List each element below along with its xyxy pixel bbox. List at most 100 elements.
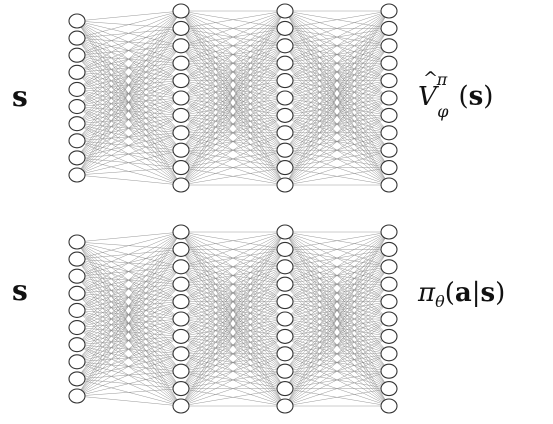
neuron-node [380, 311, 398, 327]
neuron-node [68, 354, 86, 370]
value-network-input-label: s [12, 80, 28, 113]
neuron-node [172, 381, 190, 397]
neuron-node [172, 107, 190, 123]
neuron-node [380, 3, 398, 19]
neuron-node [276, 142, 294, 158]
edge [76, 388, 182, 397]
edge [180, 63, 286, 186]
neuron-node [68, 234, 86, 250]
edge [76, 10, 182, 73]
edge [76, 174, 182, 186]
edge [76, 231, 182, 311]
edge [76, 395, 182, 407]
edge [284, 10, 390, 47]
edge [76, 266, 182, 397]
neuron-node [276, 160, 294, 176]
edge [180, 231, 286, 389]
edge [180, 249, 286, 407]
edge [180, 231, 286, 407]
edge [284, 28, 390, 186]
edge [76, 318, 182, 397]
edge [284, 388, 390, 407]
neuron-node [172, 177, 190, 193]
edge [76, 167, 182, 176]
edge [76, 231, 182, 362]
edge [180, 231, 286, 337]
edge [180, 97, 286, 186]
edge [180, 231, 286, 372]
neuron-node [68, 268, 86, 284]
edge [284, 231, 390, 250]
edge [76, 231, 182, 380]
neuron-node [276, 55, 294, 71]
value-network-layer-1 [68, 13, 86, 183]
neuron-node [276, 125, 294, 141]
edge [180, 132, 286, 186]
neuron-node [276, 38, 294, 54]
neuron-node [172, 311, 190, 327]
edge [284, 318, 390, 407]
value-network [68, 3, 398, 193]
neuron-node [380, 224, 398, 240]
edge [180, 370, 286, 407]
neuron-node [276, 276, 294, 292]
edge [284, 249, 390, 407]
edge [76, 80, 182, 176]
edge [76, 10, 182, 22]
neuron-node [172, 276, 190, 292]
edge [76, 45, 182, 176]
neuron-node [276, 259, 294, 275]
neuron-node [380, 346, 398, 362]
neuron-node [68, 371, 86, 387]
neuron-node [276, 90, 294, 106]
neuron-node [172, 38, 190, 54]
neuron-node [68, 64, 86, 80]
edge [284, 10, 390, 186]
neuron-node [380, 177, 398, 193]
neuron-node [172, 241, 190, 257]
neuron-node [380, 276, 398, 292]
neuron-node [172, 294, 190, 310]
neuron-node [380, 142, 398, 158]
edge [180, 28, 286, 186]
edge [180, 318, 286, 407]
neuron-node [380, 73, 398, 89]
neuron-node [380, 107, 398, 123]
neuron-node [68, 30, 86, 46]
neuron-node [172, 259, 190, 275]
edge [180, 149, 286, 186]
edge [284, 97, 390, 186]
neuron-node [380, 328, 398, 344]
neuron-node [380, 259, 398, 275]
neuron-node [276, 381, 294, 397]
neuron-node [68, 302, 86, 318]
policy-network-layer-4 [380, 224, 398, 414]
neuron-node [276, 3, 294, 19]
edge [180, 231, 286, 302]
edge [284, 10, 390, 81]
value-network-edges [76, 10, 390, 186]
neuron-node [380, 38, 398, 54]
edge [76, 132, 182, 176]
edge [180, 10, 286, 81]
neuron-node [276, 177, 294, 193]
edge [76, 231, 182, 277]
neuron-node [380, 125, 398, 141]
neuron-node [380, 160, 398, 176]
edge [76, 10, 182, 141]
neuron-node [172, 90, 190, 106]
edge [76, 115, 182, 176]
edge [180, 80, 286, 186]
edge [284, 132, 390, 186]
neuron-node [276, 398, 294, 414]
edge [180, 388, 286, 407]
edge [284, 231, 390, 285]
neuron-node [68, 251, 86, 267]
edge [284, 63, 390, 186]
neuron-node [68, 388, 86, 404]
neuron-node [380, 398, 398, 414]
value-network-layer-2 [172, 3, 190, 193]
edge [76, 10, 182, 159]
neuron-node [68, 47, 86, 63]
